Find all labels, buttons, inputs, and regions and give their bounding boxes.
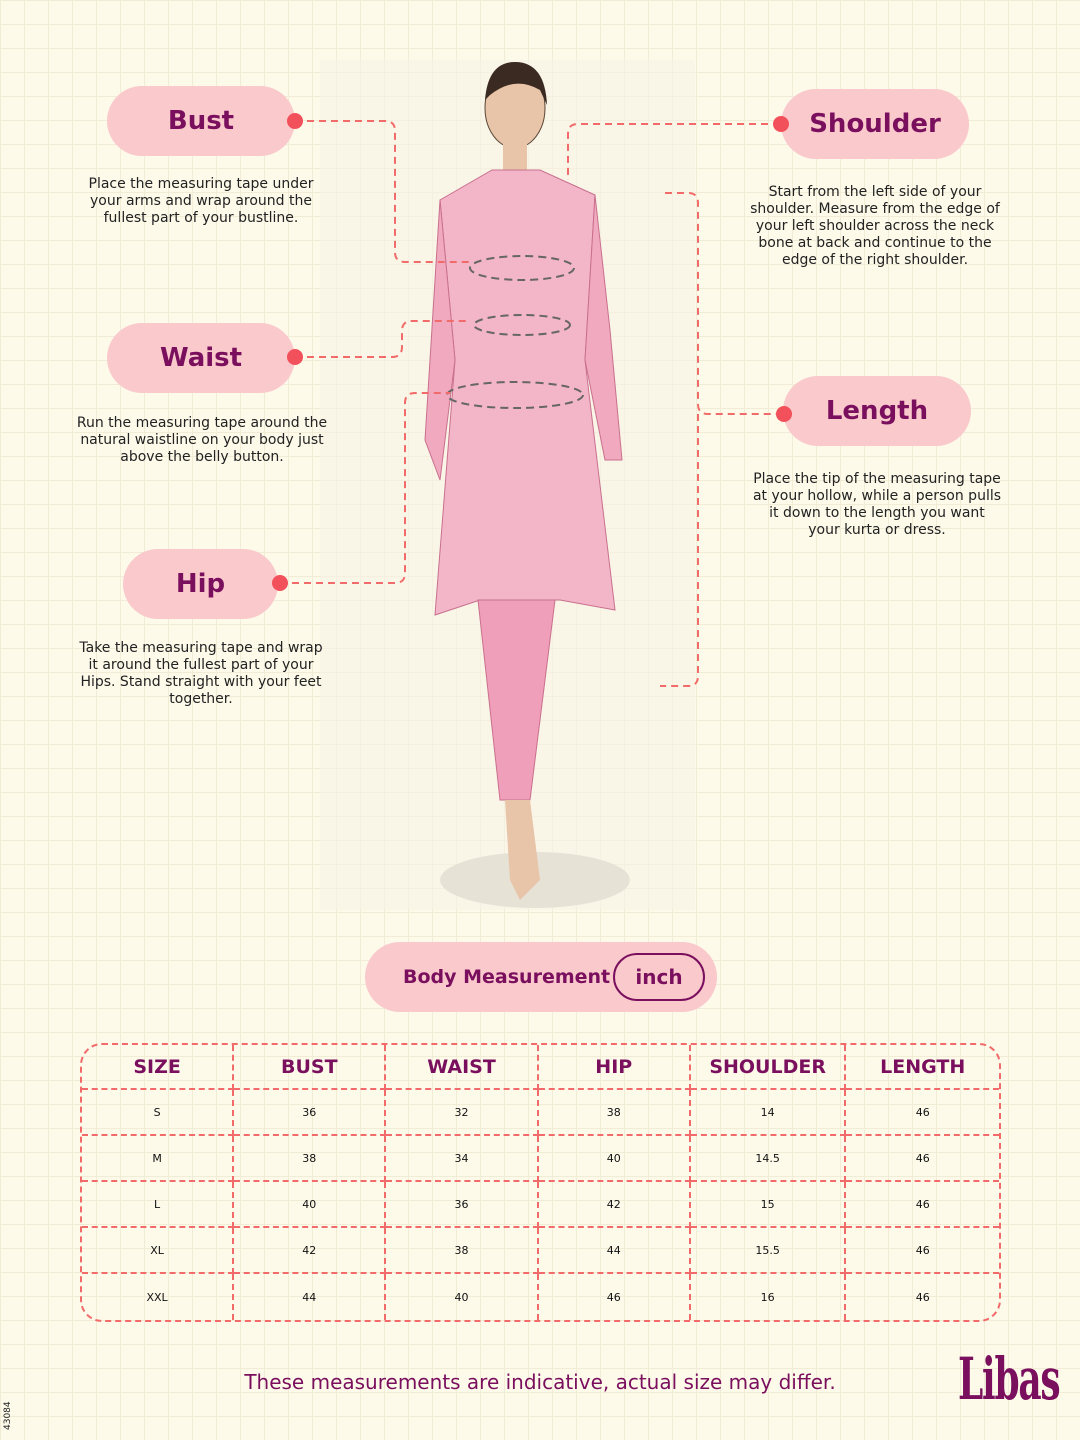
length-label: Length xyxy=(783,376,971,446)
header-waist: WAIST xyxy=(386,1045,539,1090)
table-row: M 38 34 40 14.5 46 xyxy=(82,1136,999,1182)
table-cell: 44 xyxy=(234,1274,387,1320)
table-cell: 14.5 xyxy=(690,1136,847,1182)
table-cell: 40 xyxy=(386,1274,539,1320)
table-cell: 34 xyxy=(386,1136,539,1182)
table-cell: 42 xyxy=(234,1228,387,1274)
table-cell: 42 xyxy=(538,1182,691,1228)
table-cell: 38 xyxy=(538,1090,691,1136)
table-cell: 16 xyxy=(691,1274,847,1320)
table-cell: XXL xyxy=(82,1274,235,1320)
table-cell: 15 xyxy=(690,1182,847,1228)
header-length: LENGTH xyxy=(846,1045,999,1090)
table-cell: S xyxy=(82,1090,235,1136)
waist-label: Waist xyxy=(107,323,295,393)
table-row: XXL 44 40 46 16 46 xyxy=(82,1274,999,1320)
body-measurement-toggle: Body Measurement inch xyxy=(365,942,717,1012)
table-cell: 46 xyxy=(846,1136,999,1182)
table-cell: 38 xyxy=(386,1228,539,1274)
bust-description: Place the measuring tape under your arms… xyxy=(88,176,314,226)
waist-marker-dot xyxy=(287,349,303,365)
table-cell: 46 xyxy=(846,1228,999,1274)
table-cell: 46 xyxy=(846,1182,999,1228)
table-cell: 46 xyxy=(846,1090,999,1136)
table-cell: 32 xyxy=(386,1090,539,1136)
shoulder-description: Start from the left side of your shoulde… xyxy=(750,184,1000,268)
table-cell: XL xyxy=(82,1228,235,1274)
disclaimer-note: These measurements are indicative, actua… xyxy=(244,1370,836,1394)
header-hip: HIP xyxy=(538,1045,691,1090)
libas-logo: Libas xyxy=(958,1345,1061,1413)
table-header-row: SIZE BUST WAIST HIP SHOULDER LENGTH xyxy=(82,1045,999,1090)
table-cell: 46 xyxy=(539,1274,691,1320)
table-row: S 36 32 38 14 46 xyxy=(82,1090,999,1136)
table-cell: 40 xyxy=(538,1136,691,1182)
table-cell: 14 xyxy=(690,1090,847,1136)
shoulder-label: Shoulder xyxy=(781,89,969,159)
size-chart-table: SIZE BUST WAIST HIP SHOULDER LENGTH S 36 3… xyxy=(80,1043,1001,1322)
hip-description: Take the measuring tape and wrap it arou… xyxy=(79,640,323,707)
table-cell: L xyxy=(82,1182,235,1228)
length-description: Place the tip of the measuring tape at y… xyxy=(752,471,1002,538)
table-row: XL 42 38 44 15.5 46 xyxy=(82,1228,999,1274)
header-bust: BUST xyxy=(234,1045,387,1090)
table-cell: 15.5 xyxy=(690,1228,847,1274)
product-code: 43084 xyxy=(3,1401,13,1430)
table-cell: 38 xyxy=(234,1136,387,1182)
figure-illustration xyxy=(280,60,780,910)
table-cell: 44 xyxy=(538,1228,691,1274)
bust-marker-dot xyxy=(287,113,303,129)
unit-inch-button[interactable]: inch xyxy=(613,953,705,1001)
bust-label: Bust xyxy=(107,86,295,156)
hip-marker-dot xyxy=(272,575,288,591)
table-cell: 36 xyxy=(386,1182,539,1228)
table-cell: 36 xyxy=(234,1090,387,1136)
shoulder-marker-dot xyxy=(773,116,789,132)
table-row: L 40 36 42 15 46 xyxy=(82,1182,999,1228)
length-marker-dot xyxy=(776,406,792,422)
table-cell: 46 xyxy=(915,1290,930,1304)
table-cell: 40 xyxy=(234,1182,387,1228)
header-size: SIZE xyxy=(82,1045,235,1090)
header-shoulder: SHOULDER xyxy=(690,1045,847,1090)
table-cell: M xyxy=(82,1136,235,1182)
waist-description: Run the measuring tape around the natura… xyxy=(76,415,328,465)
body-measurement-label: Body Measurement xyxy=(403,966,611,988)
hip-label: Hip xyxy=(123,549,278,619)
